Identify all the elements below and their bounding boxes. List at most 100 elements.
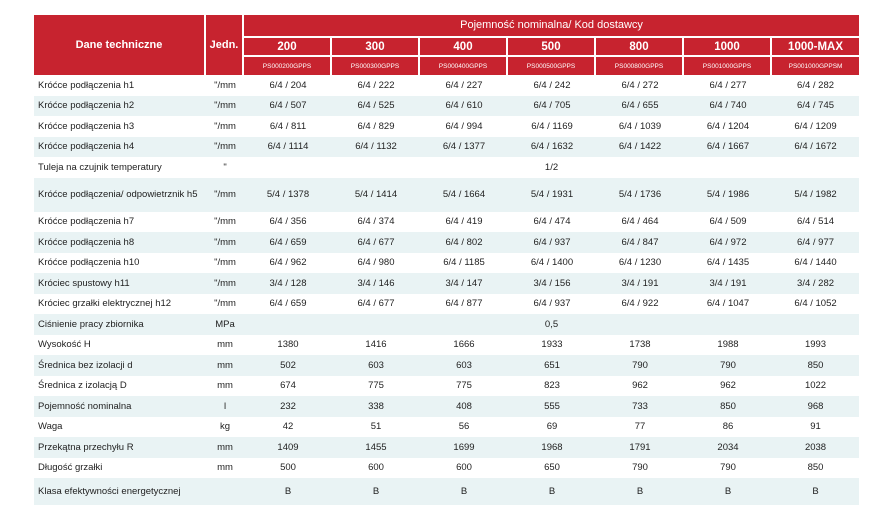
value-cell: 823: [544, 380, 560, 392]
header-unit: Jedn.: [206, 15, 244, 75]
row-unit: l: [206, 396, 244, 417]
row-unit: ": [223, 161, 227, 173]
value-cell: 2034: [684, 437, 772, 458]
value-cell: 6/4 / 1039: [618, 120, 662, 132]
capacity-header: 1000-MAX: [772, 37, 860, 58]
value-cell: 6/4 / 1132: [332, 136, 420, 157]
table-row: Wysokość H mm 1380 1416 1666 1933 1738 1988 1993: [34, 335, 859, 356]
value-cell: 968: [772, 396, 860, 417]
value-cell: 5/4 / 1378: [244, 177, 332, 212]
value-cell: 3/4 / 191: [596, 273, 684, 294]
row-label: Króciec spustowy h11: [34, 273, 206, 294]
value-cell: 1968: [508, 437, 596, 458]
value-cell: 850: [807, 462, 824, 474]
row-unit: mm: [206, 355, 244, 376]
value-cell: 6/4 / 1632: [508, 136, 596, 157]
row-label: Klasa efektywności energetycznej: [34, 478, 206, 505]
row-unit: MPa: [206, 314, 244, 335]
row-unit: mm: [206, 437, 244, 458]
merged-value-cell: 1/2: [544, 161, 559, 173]
value-cell: 6/4 / 1114: [244, 136, 332, 157]
value-cell: 1409: [244, 437, 332, 458]
row-label: Długość grzałki: [38, 462, 103, 474]
header-group: Pojemność nominalna/ Kod dostawcy: [244, 15, 860, 38]
value-cell: 69: [546, 421, 558, 433]
capacity-header: 500: [508, 37, 596, 58]
table-row: Klasa efektywności energetycznej B B B B B B B: [34, 478, 860, 505]
value-cell: 6/4 / 655: [596, 95, 684, 116]
value-cell: 790: [632, 462, 648, 474]
value-cell: 603: [420, 355, 508, 376]
value-cell: 6/4 / 610: [420, 95, 508, 116]
value-cell: 1416: [365, 339, 387, 351]
value-cell: 86: [722, 421, 734, 433]
value-cell: 6/4 / 509: [709, 216, 747, 228]
table-row: Średnica bez izolacji d mm 502 603 603 651 790…: [34, 355, 860, 376]
value-cell: 5/4 / 1736: [596, 177, 684, 212]
value-cell: 650: [544, 462, 560, 474]
value-cell: 6/4 / 514: [797, 216, 835, 228]
value-cell: 6/4 / 1400: [530, 257, 574, 269]
value-cell: 6/4 / 972: [684, 232, 772, 253]
value-cell: 3/4 / 128: [244, 273, 332, 294]
table-body: Króćce podłączenia h1 "/mm 6/4 / 204 6/4 / …: [34, 75, 860, 505]
table-header: Dane techniczne Jedn. Pojemność nominaln…: [34, 15, 860, 75]
table-row: Króciec grzałki elektrycznej h12 "/mm 6/4 …: [34, 294, 859, 315]
supplier-code-header: PS000500GPPS: [508, 57, 596, 75]
value-cell: 733: [596, 396, 684, 417]
table-row: Króćce podłączenia h1 "/mm 6/4 / 204 6/4 / …: [34, 75, 859, 96]
value-cell: 6/4 / 829: [357, 120, 395, 132]
value-cell: B: [508, 478, 596, 505]
value-cell: 1988: [717, 339, 739, 351]
value-cell: 6/4 / 705: [508, 95, 596, 116]
row-label: Średnica z izolacją D: [38, 380, 127, 392]
value-cell: 6/4 / 272: [621, 79, 659, 91]
capacity-header: 800: [596, 37, 684, 58]
row-unit: "/mm: [206, 273, 244, 294]
value-cell: 6/4 / 374: [357, 216, 395, 228]
value-cell: 790: [720, 462, 736, 474]
table-row: Króćce podłączenia h7 "/mm 6/4 / 356 6/4 / …: [34, 212, 859, 233]
value-cell: 42: [282, 421, 294, 433]
value-cell: 6/4 / 419: [445, 216, 483, 228]
value-cell: 6/4 / 1204: [706, 120, 750, 132]
value-cell: 1699: [420, 437, 508, 458]
value-cell: 232: [244, 396, 332, 417]
table-row: Tuleja na czujnik temperatury " 1/2: [34, 157, 859, 178]
value-cell: 6/4 / 1230: [618, 257, 662, 269]
row-label: Waga: [38, 421, 63, 433]
value-cell: 6/4 / 356: [269, 216, 307, 228]
value-cell: 6/4 / 474: [533, 216, 571, 228]
value-cell: 6/4 / 740: [684, 95, 772, 116]
value-cell: 6/4 / 1052: [794, 298, 837, 310]
value-cell: 6/4 / 659: [244, 232, 332, 253]
supplier-code-header: PS000200GPPS: [244, 57, 332, 75]
table-row: Króćce podłączenia h3 "/mm 6/4 / 811 6/4 / …: [34, 116, 859, 137]
value-cell: 6/4 / 525: [332, 95, 420, 116]
table-row: Waga kg 42 51 56 69 77 86 91: [34, 417, 859, 438]
value-cell: 674: [280, 380, 296, 392]
value-cell: 555: [508, 396, 596, 417]
row-unit: "/mm: [206, 232, 244, 253]
value-cell: 5/4 / 1982: [772, 177, 860, 212]
value-cell: 6/4 / 242: [533, 79, 571, 91]
table-row: Króćce podłączenia h4 "/mm 6/4 / 1114 6/4 /…: [34, 136, 860, 157]
value-cell: 6/4 / 937: [508, 232, 596, 253]
table-row: Króćce podłączenia h10 "/mm 6/4 / 962 6/4 /…: [34, 253, 859, 274]
value-cell: 651: [508, 355, 596, 376]
value-cell: B: [420, 478, 508, 505]
row-label: Króćce podłączenia h10: [38, 257, 140, 269]
value-cell: 3/4 / 282: [772, 273, 860, 294]
row-label: Króćce podłączenia h3: [38, 120, 135, 132]
table-row: Króćce podłączenia h2 "/mm 6/4 / 507 6/4 / …: [34, 95, 860, 116]
value-cell: 6/4 / 962: [269, 257, 307, 269]
row-unit: "/mm: [206, 177, 244, 212]
row-label: Króćce podłączenia h1: [38, 79, 135, 91]
row-unit: mm: [217, 462, 233, 474]
header-name: Dane techniczne: [34, 15, 206, 75]
value-cell: 1455: [332, 437, 420, 458]
value-cell: 600: [368, 462, 384, 474]
row-label: Króćce podłączenia/ odpowietrznik h5: [34, 177, 206, 212]
value-cell: 5/4 / 1986: [684, 177, 772, 212]
